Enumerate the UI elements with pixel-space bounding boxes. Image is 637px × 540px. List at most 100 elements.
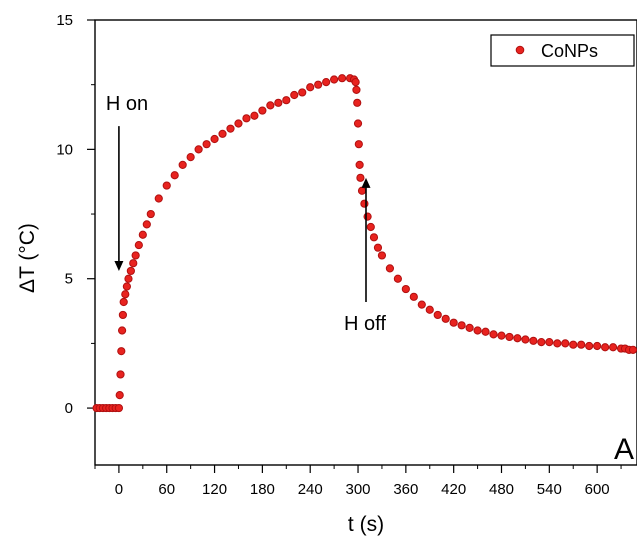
data-point (351, 77, 360, 87)
data-point (385, 264, 395, 273)
y-tick-label: 10 (56, 141, 73, 158)
data-point (314, 80, 323, 89)
data-point (357, 186, 367, 195)
data-point (529, 336, 538, 345)
series-points (92, 74, 637, 413)
data-point (457, 321, 466, 330)
data-point (124, 274, 133, 283)
data-point (377, 251, 387, 260)
data-point (118, 310, 127, 320)
data-point (355, 160, 364, 169)
data-point (250, 111, 259, 120)
data-point (417, 300, 426, 309)
data-point (290, 90, 299, 100)
x-tick-label: 0 (115, 481, 123, 498)
data-point (218, 129, 227, 138)
data-point (337, 74, 347, 83)
data-point (473, 326, 482, 335)
data-point (194, 145, 203, 154)
y-tick-label: 5 (65, 271, 73, 288)
data-point (234, 119, 243, 128)
x-tick-label: 600 (585, 481, 610, 498)
x-tick-label: 240 (298, 481, 323, 498)
data-point (258, 106, 267, 115)
legend-box (490, 34, 635, 67)
y-axis-ticks: 0 5 10 15 (56, 12, 95, 417)
data-point (356, 173, 365, 182)
data-point (481, 327, 490, 336)
data-point (306, 83, 315, 92)
data-point (122, 282, 131, 291)
data-point (226, 124, 235, 133)
data-point (114, 403, 124, 413)
data-point (363, 212, 372, 221)
data-point (545, 338, 554, 347)
data-point (369, 233, 379, 242)
data-point (393, 274, 402, 283)
y-tick-label: 0 (65, 400, 73, 417)
y-tick-label: 15 (56, 12, 73, 29)
data-point (210, 134, 219, 144)
data-point (353, 98, 362, 107)
data-point (117, 347, 126, 356)
data-point (561, 339, 570, 348)
data-point (352, 85, 361, 94)
data-point (118, 326, 127, 335)
data-point (322, 77, 331, 87)
y-axis-label: ΔT (°C) (16, 223, 39, 293)
annotation-label: H on (106, 93, 148, 115)
data-point (497, 331, 506, 340)
data-point (505, 332, 514, 342)
plot-frame (94, 19, 637, 466)
data-point (282, 96, 291, 105)
x-tick-label: 180 (250, 481, 275, 498)
data-point (146, 209, 155, 219)
data-point (116, 370, 125, 379)
data-point (353, 119, 363, 128)
data-point (628, 345, 637, 354)
data-point (593, 341, 602, 351)
data-point (360, 199, 369, 208)
data-point (119, 297, 128, 307)
annotations: H on H off (106, 93, 386, 335)
data-point (330, 75, 339, 84)
data-point (521, 335, 530, 344)
data-point (129, 259, 138, 268)
data-point (608, 343, 618, 352)
panel-label: A (614, 433, 634, 466)
data-point (449, 318, 458, 327)
data-point (489, 330, 498, 339)
data-point (601, 343, 610, 352)
data-point (170, 171, 179, 180)
x-tick-label: 60 (158, 481, 175, 498)
legend-label: CoNPs (541, 41, 598, 61)
data-point (162, 181, 171, 190)
data-point (131, 251, 140, 260)
data-point (513, 334, 522, 343)
x-tick-label: 420 (441, 481, 466, 498)
data-point (134, 240, 143, 250)
data-point (242, 114, 251, 123)
data-point (425, 305, 434, 314)
data-point (441, 314, 450, 323)
x-tick-label: 120 (202, 481, 227, 498)
x-axis-ticks: 0 60 120 180 240 300 360 420 480 540 600 (94, 465, 622, 498)
data-point (585, 341, 594, 351)
data-point (569, 340, 578, 349)
x-axis-label: t (s) (348, 513, 384, 536)
annotation-arrow-head (361, 177, 371, 188)
x-tick-label: 540 (537, 481, 562, 498)
data-point (154, 194, 163, 203)
data-point (142, 220, 151, 229)
legend: CoNPs (490, 34, 635, 67)
data-point (266, 101, 275, 110)
x-tick-label: 360 (393, 481, 418, 498)
data-point (433, 310, 442, 320)
data-point (126, 266, 135, 276)
data-point (186, 153, 195, 162)
x-tick-label: 300 (346, 481, 371, 498)
annotation-label: H off (344, 313, 386, 335)
data-point (366, 222, 375, 232)
data-point (465, 323, 474, 332)
legend-marker (515, 45, 525, 55)
